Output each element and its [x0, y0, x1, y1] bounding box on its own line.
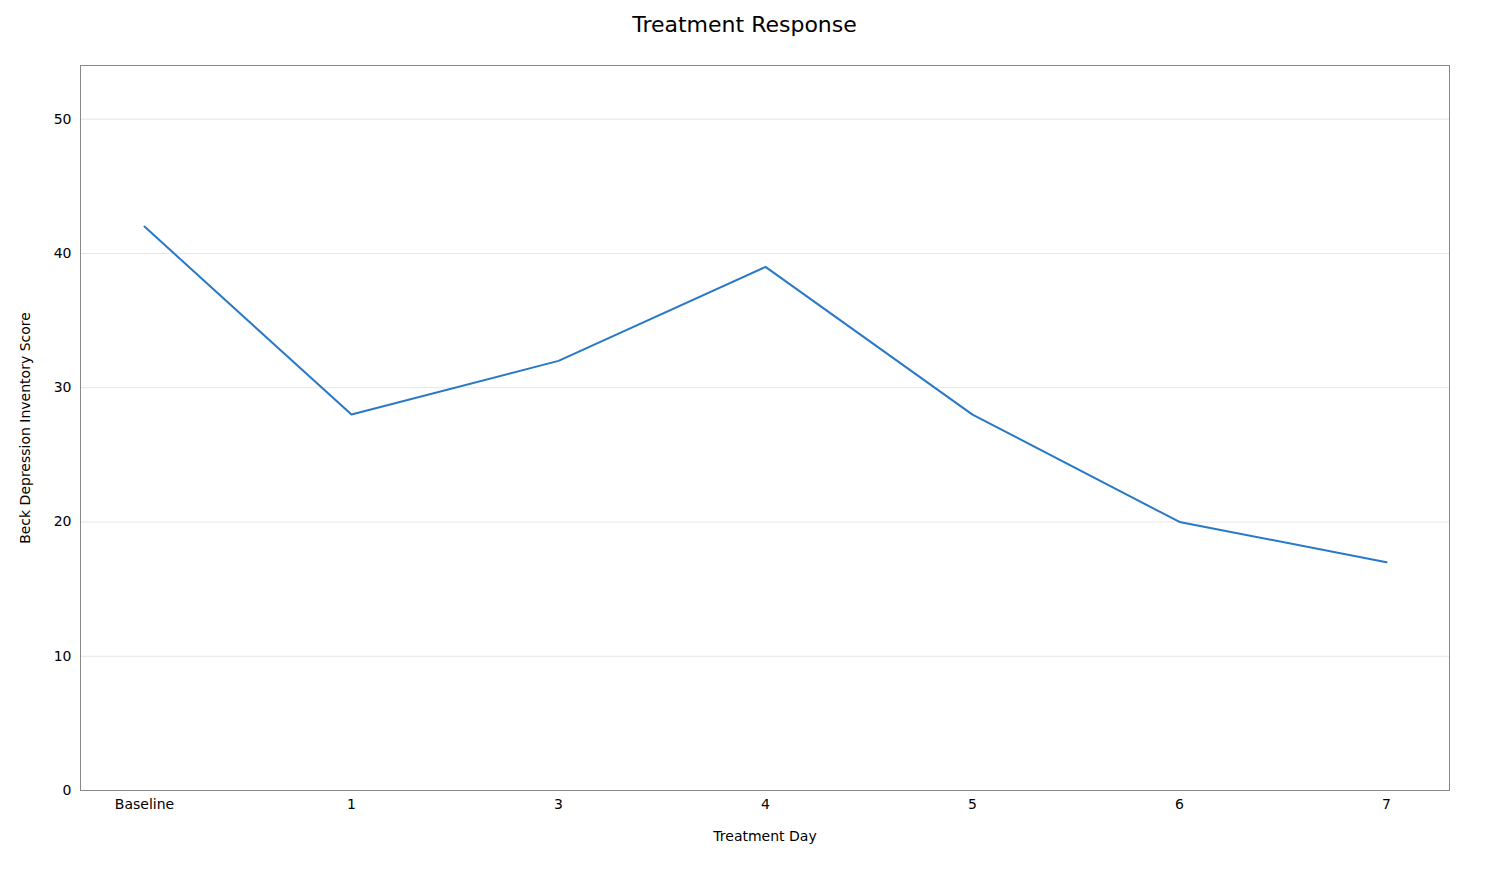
svg-text:20: 20: [54, 513, 72, 529]
svg-text:3: 3: [554, 796, 563, 812]
svg-text:50: 50: [54, 111, 72, 127]
svg-text:30: 30: [54, 379, 72, 395]
svg-text:Treatment Day: Treatment Day: [712, 828, 816, 844]
svg-text:Baseline: Baseline: [115, 796, 174, 812]
svg-text:Beck Depression Inventory Scor: Beck Depression Inventory Score: [17, 312, 33, 544]
svg-text:0: 0: [63, 782, 72, 798]
svg-text:40: 40: [54, 245, 72, 261]
svg-text:5: 5: [968, 796, 977, 812]
svg-text:6: 6: [1175, 796, 1184, 812]
svg-text:4: 4: [761, 796, 770, 812]
html-text:Treatment Response: Treatment Response: [632, 12, 857, 37]
svg-text:10: 10: [54, 648, 72, 664]
svg-text:1: 1: [347, 796, 356, 812]
svg-text:7: 7: [1382, 796, 1391, 812]
